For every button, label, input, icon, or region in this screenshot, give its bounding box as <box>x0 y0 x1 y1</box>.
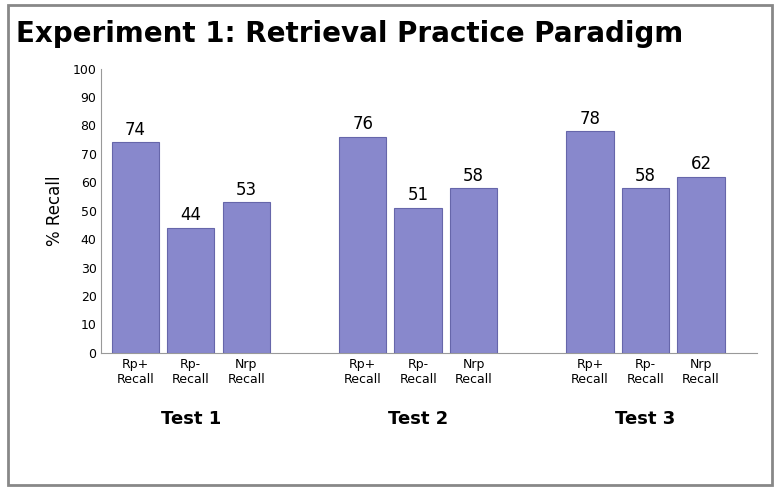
Bar <box>677 176 725 353</box>
Bar <box>622 188 669 353</box>
Text: 74: 74 <box>125 121 146 139</box>
Bar <box>222 202 270 353</box>
Bar <box>167 228 214 353</box>
Bar <box>450 188 498 353</box>
Bar <box>395 208 441 353</box>
Text: Test 1: Test 1 <box>161 410 221 428</box>
Bar <box>112 143 159 353</box>
Text: 62: 62 <box>690 155 711 173</box>
Text: Test 2: Test 2 <box>388 410 448 428</box>
Text: 76: 76 <box>352 116 373 133</box>
Text: 53: 53 <box>236 181 257 199</box>
Y-axis label: % Recall: % Recall <box>46 175 64 246</box>
Text: Experiment 1: Retrieval Practice Paradigm: Experiment 1: Retrieval Practice Paradig… <box>16 20 682 48</box>
Text: 44: 44 <box>180 206 201 224</box>
Text: 78: 78 <box>580 110 601 128</box>
Text: 58: 58 <box>635 167 656 185</box>
Bar <box>566 131 614 353</box>
Bar <box>339 137 386 353</box>
Text: 51: 51 <box>408 187 429 204</box>
Text: 58: 58 <box>463 167 484 185</box>
Text: Test 3: Test 3 <box>615 410 675 428</box>
